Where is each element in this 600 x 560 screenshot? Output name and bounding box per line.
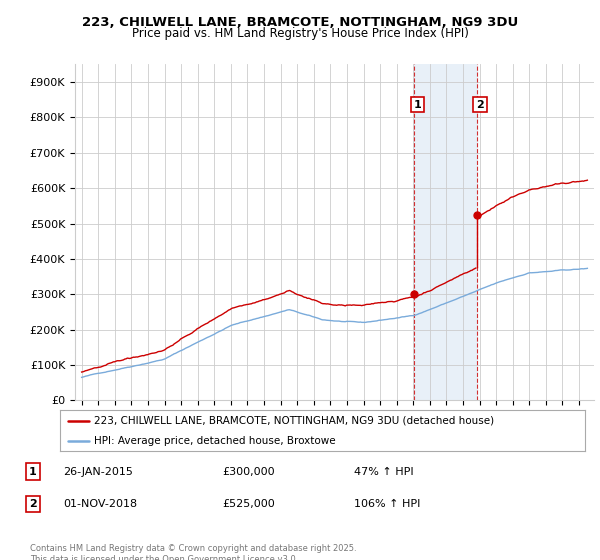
Text: 106% ↑ HPI: 106% ↑ HPI: [354, 499, 421, 509]
Text: 01-NOV-2018: 01-NOV-2018: [63, 499, 137, 509]
Text: 2: 2: [29, 499, 37, 509]
Text: Contains HM Land Registry data © Crown copyright and database right 2025.
This d: Contains HM Land Registry data © Crown c…: [30, 544, 356, 560]
Text: 1: 1: [29, 466, 37, 477]
Text: 1: 1: [414, 100, 422, 110]
Text: £300,000: £300,000: [222, 466, 275, 477]
Text: 47% ↑ HPI: 47% ↑ HPI: [354, 466, 413, 477]
Text: 2: 2: [476, 100, 484, 110]
Text: 223, CHILWELL LANE, BRAMCOTE, NOTTINGHAM, NG9 3DU: 223, CHILWELL LANE, BRAMCOTE, NOTTINGHAM…: [82, 16, 518, 29]
Text: £525,000: £525,000: [222, 499, 275, 509]
Text: 26-JAN-2015: 26-JAN-2015: [63, 466, 133, 477]
Text: Price paid vs. HM Land Registry's House Price Index (HPI): Price paid vs. HM Land Registry's House …: [131, 27, 469, 40]
Text: 223, CHILWELL LANE, BRAMCOTE, NOTTINGHAM, NG9 3DU (detached house): 223, CHILWELL LANE, BRAMCOTE, NOTTINGHAM…: [94, 416, 494, 426]
Bar: [415, 64, 477, 400]
Text: HPI: Average price, detached house, Broxtowe: HPI: Average price, detached house, Brox…: [94, 436, 336, 446]
